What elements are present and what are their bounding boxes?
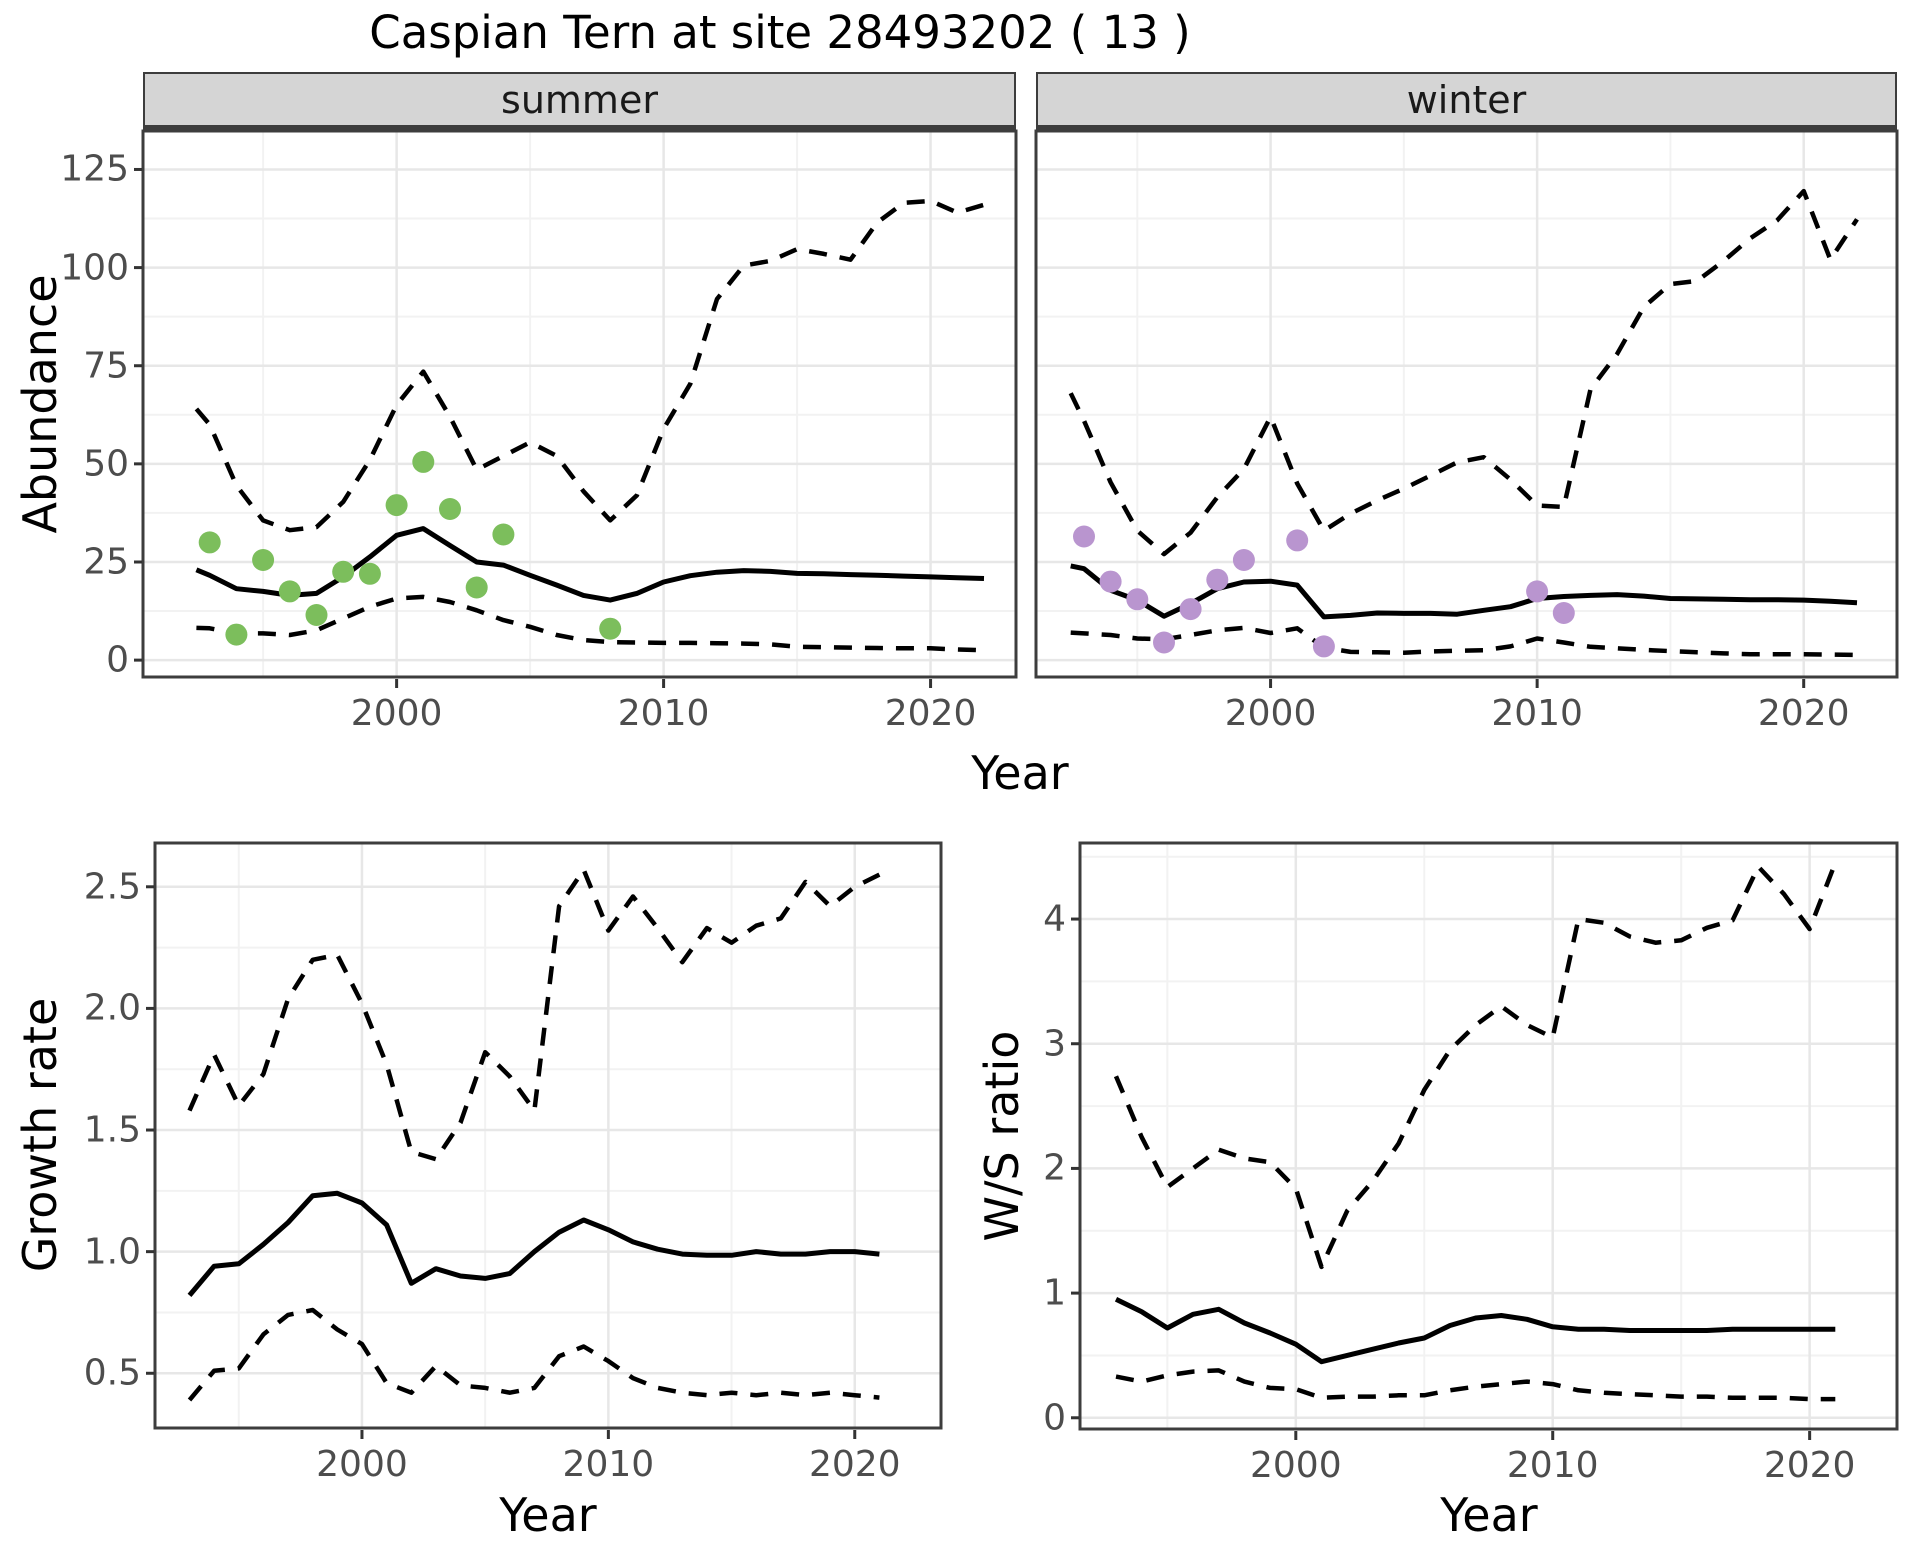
x-tick-label: 2010	[1491, 693, 1583, 734]
data-point	[1126, 588, 1149, 611]
data-point	[412, 450, 435, 473]
lower_ci-line	[1115, 1368, 1836, 1402]
data-point	[1286, 529, 1309, 552]
y-tick-label: 2.0	[83, 987, 141, 1029]
data-point	[225, 623, 248, 646]
x-tick-label: 2020	[808, 1444, 901, 1485]
median-line	[195, 526, 985, 603]
upper_ci-line	[194, 198, 985, 533]
y-tick-label: 2	[1043, 1147, 1066, 1189]
data-point	[1206, 568, 1229, 591]
lower_ci-line	[1070, 625, 1858, 658]
x-tick-label: 2010	[562, 1444, 655, 1485]
median-line	[187, 1190, 880, 1298]
y-tick-label: 0	[106, 639, 129, 681]
data-point	[465, 576, 488, 599]
x-tick-label: 2020	[884, 693, 977, 734]
panel-growth-rate	[146, 841, 943, 1439]
data-point	[1232, 549, 1255, 571]
y-tick-label: 50	[83, 443, 129, 485]
y-axis-title-abundance: Abundance	[13, 274, 67, 534]
y-tick-label: 4	[1043, 898, 1066, 940]
facet-strip-label: winter	[1406, 77, 1527, 122]
y-tick-label: 75	[83, 345, 129, 387]
x-tick-label: 2020	[1763, 1445, 1856, 1486]
data-point	[439, 498, 461, 520]
facet-strip-summer: summer	[143, 72, 1016, 131]
y-tick-label: 1.5	[83, 1109, 141, 1151]
lower_ci-line	[187, 1307, 880, 1402]
x-axis-title-year-top: Year	[971, 746, 1069, 800]
panel-abundance-winter	[1034, 129, 1899, 688]
x-axis-title-year-growth: Year	[499, 1488, 597, 1542]
facet-strip-winter: winter	[1036, 72, 1897, 131]
data-point	[1073, 525, 1095, 548]
page-title: Caspian Tern at site 28493202 ( 13 )	[369, 6, 1191, 59]
x-tick-label: 2020	[1757, 693, 1850, 734]
x-tick-label: 2000	[1224, 693, 1317, 734]
y-tick-label: 125	[60, 148, 129, 190]
data-point	[385, 494, 408, 517]
facet-strip-label: summer	[501, 77, 658, 122]
data-point	[1552, 602, 1575, 624]
data-point	[1312, 635, 1335, 658]
data-point	[332, 560, 355, 583]
panel-abundance-summer	[134, 129, 1018, 688]
panel-border	[1034, 129, 1899, 679]
data-point	[278, 580, 301, 603]
y-tick-label: 100	[60, 247, 129, 289]
x-tick-label: 2000	[350, 693, 443, 734]
data-point	[198, 531, 221, 554]
lower_ci-line	[196, 594, 985, 653]
data-point	[1153, 631, 1175, 654]
y-tick-label: 3	[1043, 1023, 1066, 1065]
y-tick-label: 0.5	[83, 1352, 141, 1394]
data-point	[492, 523, 515, 546]
data-point	[305, 604, 328, 626]
panel-ws-ratio	[1071, 841, 1899, 1440]
median-line	[1114, 1297, 1836, 1365]
upper_ci-line	[1068, 188, 1859, 557]
y-tick-label: 1.0	[83, 1231, 141, 1273]
y-tick-label: 1	[1043, 1272, 1066, 1314]
y-tick-label: 2.5	[83, 866, 141, 908]
x-tick-label: 2000	[316, 1444, 408, 1485]
x-tick-label: 2000	[1249, 1445, 1342, 1486]
y-tick-label: 0	[1043, 1397, 1066, 1439]
data-point	[599, 617, 622, 640]
upper_ci-line	[187, 867, 881, 1162]
data-point	[252, 549, 275, 571]
data-point	[1526, 580, 1549, 603]
panel-border	[153, 841, 943, 1430]
y-tick-label: 25	[83, 541, 129, 583]
data-point	[1099, 570, 1122, 593]
x-tick-label: 2010	[1506, 1445, 1599, 1486]
panel-border	[141, 129, 1018, 679]
data-point	[1179, 598, 1202, 621]
upper_ci-line	[1113, 862, 1838, 1270]
x-axis-title-year-ws: Year	[1440, 1488, 1538, 1542]
panel-border	[1078, 841, 1899, 1431]
data-point	[358, 562, 381, 585]
x-tick-label: 2010	[617, 693, 710, 734]
